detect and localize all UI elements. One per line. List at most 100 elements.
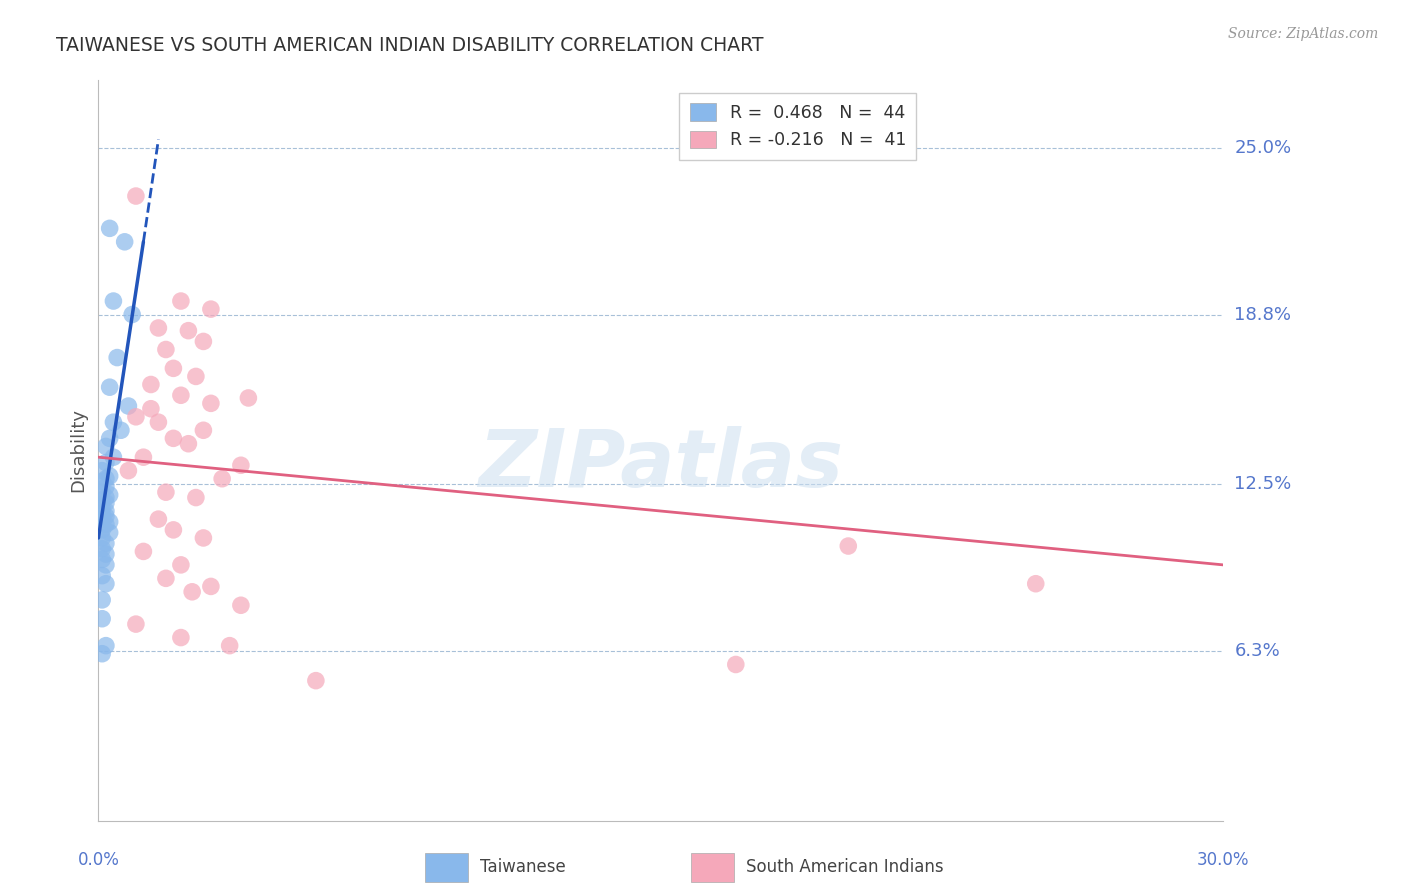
Text: 30.0%: 30.0% [1197, 851, 1250, 869]
Point [193, 423, 215, 437]
Point [125, 409, 148, 424]
Text: 6.3%: 6.3% [1234, 642, 1279, 660]
Point [1025, 576, 1047, 591]
Point [91, 512, 114, 526]
Point [193, 334, 215, 349]
Point [121, 308, 143, 322]
Point [91, 464, 114, 478]
Point [94, 480, 117, 494]
Y-axis label: Disability: Disability [69, 409, 87, 492]
FancyBboxPatch shape [690, 854, 734, 881]
Point [200, 302, 222, 317]
Point [114, 235, 136, 249]
Point [98, 525, 121, 540]
Text: South American Indians: South American Indians [747, 858, 943, 877]
Point [184, 369, 207, 384]
Text: 12.5%: 12.5% [1234, 475, 1292, 493]
Point [94, 558, 117, 572]
Point [98, 469, 121, 483]
Point [162, 523, 184, 537]
Point [91, 552, 114, 566]
Point [91, 493, 114, 508]
Point [94, 576, 117, 591]
Point [117, 464, 139, 478]
Point [91, 568, 114, 582]
Point [155, 343, 177, 357]
Point [117, 399, 139, 413]
Point [170, 558, 193, 572]
Point [110, 423, 132, 437]
Point [229, 458, 252, 473]
Point [94, 504, 117, 518]
Point [211, 472, 233, 486]
Point [200, 579, 222, 593]
Point [139, 401, 162, 416]
Point [91, 507, 114, 521]
Point [91, 523, 114, 537]
Text: 18.8%: 18.8% [1234, 305, 1291, 324]
Point [94, 536, 117, 550]
Point [94, 547, 117, 561]
Text: ZIPatlas: ZIPatlas [478, 426, 844, 504]
Point [132, 544, 155, 558]
Point [94, 456, 117, 470]
FancyBboxPatch shape [425, 854, 468, 881]
Point [105, 351, 128, 365]
Point [162, 431, 184, 445]
Point [148, 512, 170, 526]
Point [98, 431, 121, 445]
Point [238, 391, 260, 405]
Point [170, 293, 193, 308]
Point [94, 439, 117, 453]
Point [98, 221, 121, 235]
Point [98, 380, 121, 394]
Point [148, 415, 170, 429]
Point [91, 541, 114, 556]
Point [91, 647, 114, 661]
Text: 25.0%: 25.0% [1234, 138, 1292, 157]
Point [170, 631, 193, 645]
Point [94, 496, 117, 510]
Point [218, 639, 240, 653]
Point [155, 485, 177, 500]
Point [94, 517, 117, 532]
Point [724, 657, 747, 672]
Point [91, 475, 114, 489]
Point [181, 584, 204, 599]
Point [177, 436, 200, 450]
Point [98, 515, 121, 529]
Text: Taiwanese: Taiwanese [481, 858, 567, 877]
Point [91, 485, 114, 500]
Point [170, 388, 193, 402]
Point [91, 531, 114, 545]
Point [94, 472, 117, 486]
Point [200, 396, 222, 410]
Point [305, 673, 328, 688]
Point [837, 539, 859, 553]
Point [132, 450, 155, 465]
Point [125, 617, 148, 632]
Point [148, 321, 170, 335]
Point [162, 361, 184, 376]
Point [229, 599, 252, 613]
Point [155, 571, 177, 585]
Legend: R =  0.468   N =  44, R = -0.216   N =  41: R = 0.468 N = 44, R = -0.216 N = 41 [679, 93, 917, 160]
Text: TAIWANESE VS SOUTH AMERICAN INDIAN DISABILITY CORRELATION CHART: TAIWANESE VS SOUTH AMERICAN INDIAN DISAB… [56, 36, 763, 54]
Point [94, 491, 117, 505]
Point [94, 509, 117, 524]
Point [125, 189, 148, 203]
Point [94, 639, 117, 653]
Point [177, 324, 200, 338]
Text: Source: ZipAtlas.com: Source: ZipAtlas.com [1227, 27, 1378, 41]
Point [103, 415, 125, 429]
Point [103, 293, 125, 308]
Point [193, 531, 215, 545]
Point [103, 450, 125, 465]
Point [98, 488, 121, 502]
Point [91, 612, 114, 626]
Text: 0.0%: 0.0% [77, 851, 120, 869]
Point [139, 377, 162, 392]
Point [184, 491, 207, 505]
Point [91, 593, 114, 607]
Point [91, 501, 114, 516]
